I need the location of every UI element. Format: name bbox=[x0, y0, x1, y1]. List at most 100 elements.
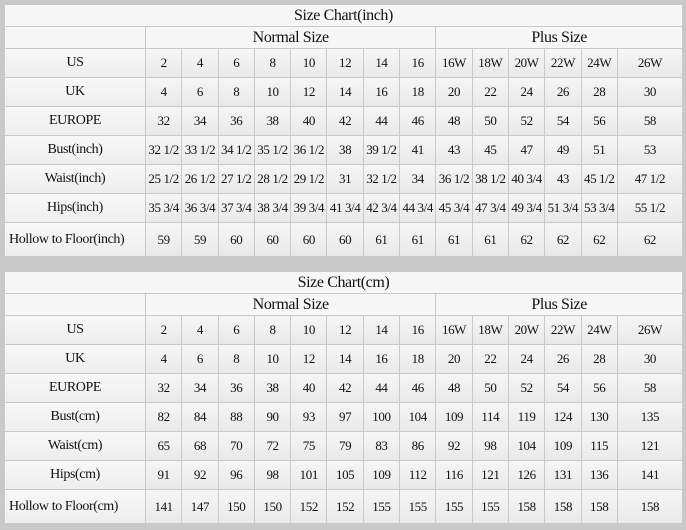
size-value-cell: 48 bbox=[436, 374, 472, 402]
size-value-cell: 38 bbox=[254, 374, 291, 402]
size-value-cell: 141 bbox=[146, 490, 182, 523]
table-row: UK 4 6 8 10 12 14 16 18 20 22 24 26 28 30 bbox=[5, 345, 682, 373]
size-value-cell: 6 bbox=[218, 316, 254, 344]
size-value-cell: 24 bbox=[508, 78, 545, 106]
size-value-cell: 2 bbox=[146, 316, 182, 344]
size-value-cell: 38 3/4 bbox=[254, 194, 291, 222]
row-label: UK bbox=[5, 345, 145, 373]
size-value-cell: 16W bbox=[436, 49, 472, 77]
size-value-cell: 20 bbox=[436, 345, 472, 373]
size-value-cell: 26 bbox=[545, 78, 581, 106]
size-value-cell: 8 bbox=[218, 345, 254, 373]
size-value-cell: 31 bbox=[327, 165, 363, 193]
size-value-cell: 16 bbox=[400, 49, 436, 77]
size-value-cell: 93 bbox=[291, 403, 327, 431]
size-value-cell: 12 bbox=[291, 78, 327, 106]
size-value-cell: 158 bbox=[617, 490, 682, 523]
size-value-cell: 28 bbox=[581, 78, 617, 106]
size-value-cell: 50 bbox=[472, 374, 508, 402]
size-table: Size Chart(inch) Normal Size Plus Size US 2 4… bbox=[4, 4, 683, 257]
size-value-cell: 53 3/4 bbox=[581, 194, 617, 222]
size-value-cell: 51 bbox=[581, 136, 617, 164]
size-value-cell: 36 1/2 bbox=[436, 165, 472, 193]
size-value-cell: 22 bbox=[472, 78, 508, 106]
size-value-cell: 40 bbox=[291, 107, 327, 135]
row-label: Waist(inch) bbox=[5, 165, 145, 193]
blank-header-cell bbox=[5, 27, 145, 48]
size-value-cell: 48 bbox=[436, 107, 472, 135]
table-row: EUROPE 32 34 36 38 40 42 44 46 48 50 52 54 56 58 bbox=[5, 107, 682, 135]
size-value-cell: 84 bbox=[182, 403, 218, 431]
size-value-cell: 18W bbox=[472, 49, 508, 77]
size-value-cell: 79 bbox=[327, 432, 363, 460]
size-value-cell: 58 bbox=[617, 374, 682, 402]
size-value-cell: 101 bbox=[291, 461, 327, 489]
size-value-cell: 45 1/2 bbox=[581, 165, 617, 193]
size-value-cell: 37 3/4 bbox=[218, 194, 254, 222]
chart-title: Size Chart(cm) bbox=[5, 272, 682, 293]
size-value-cell: 62 bbox=[617, 223, 682, 256]
size-value-cell: 6 bbox=[218, 49, 254, 77]
size-value-cell: 72 bbox=[254, 432, 291, 460]
size-value-cell: 26W bbox=[617, 49, 682, 77]
size-value-cell: 62 bbox=[581, 223, 617, 256]
size-value-cell: 10 bbox=[254, 345, 291, 373]
size-value-cell: 25 1/2 bbox=[146, 165, 182, 193]
size-value-cell: 40 bbox=[291, 374, 327, 402]
size-value-cell: 10 bbox=[291, 316, 327, 344]
size-value-cell: 14 bbox=[363, 49, 400, 77]
size-chart-inch: Size Chart(inch) Normal Size Plus Size US 2 4… bbox=[4, 4, 683, 257]
size-value-cell: 10 bbox=[291, 49, 327, 77]
size-value-cell: 44 bbox=[363, 374, 400, 402]
table-row: US 2 4 6 8 10 12 14 16 16W 18W 20W 22W 24W 26W bbox=[5, 316, 682, 344]
size-value-cell: 8 bbox=[254, 49, 291, 77]
size-value-cell: 105 bbox=[327, 461, 363, 489]
size-value-cell: 18W bbox=[472, 316, 508, 344]
row-label: US bbox=[5, 316, 145, 344]
size-chart-cm: Size Chart(cm) Normal Size Plus Size US 2 4 6 8… bbox=[4, 271, 683, 524]
row-label: EUROPE bbox=[5, 374, 145, 402]
size-value-cell: 126 bbox=[508, 461, 545, 489]
table-row: US 2 4 6 8 10 12 14 16 16W 18W 20W 22W 24W 26W bbox=[5, 49, 682, 77]
size-value-cell: 158 bbox=[581, 490, 617, 523]
size-value-cell: 32 1/2 bbox=[363, 165, 400, 193]
size-value-cell: 33 1/2 bbox=[182, 136, 218, 164]
size-value-cell: 60 bbox=[254, 223, 291, 256]
size-value-cell: 62 bbox=[508, 223, 545, 256]
size-value-cell: 52 bbox=[508, 374, 545, 402]
size-value-cell: 119 bbox=[508, 403, 545, 431]
size-value-cell: 18 bbox=[400, 78, 436, 106]
size-value-cell: 47 bbox=[508, 136, 545, 164]
size-value-cell: 130 bbox=[581, 403, 617, 431]
row-label: Waist(cm) bbox=[5, 432, 145, 460]
size-value-cell: 44 bbox=[363, 107, 400, 135]
size-value-cell: 92 bbox=[182, 461, 218, 489]
size-value-cell: 26 1/2 bbox=[182, 165, 218, 193]
size-value-cell: 41 bbox=[400, 136, 436, 164]
size-value-cell: 42 bbox=[327, 374, 363, 402]
size-value-cell: 24W bbox=[581, 316, 617, 344]
size-value-cell: 114 bbox=[472, 403, 508, 431]
size-value-cell: 26 bbox=[545, 345, 581, 373]
table-row: Bust(cm) 82 84 88 90 93 97 100 104 109 114 119 124 13… bbox=[5, 403, 682, 431]
size-value-cell: 60 bbox=[291, 223, 327, 256]
size-value-cell: 86 bbox=[400, 432, 436, 460]
size-value-cell: 12 bbox=[291, 345, 327, 373]
table-row: Hollow to Floor(inch) 59 59 60 60 60 60 61 61 61 6… bbox=[5, 223, 682, 256]
size-value-cell: 124 bbox=[545, 403, 581, 431]
size-value-cell: 26W bbox=[617, 316, 682, 344]
size-value-cell: 20W bbox=[508, 316, 545, 344]
size-value-cell: 4 bbox=[146, 78, 182, 106]
size-value-cell: 82 bbox=[146, 403, 182, 431]
size-value-cell: 8 bbox=[254, 316, 291, 344]
size-value-cell: 91 bbox=[146, 461, 182, 489]
size-value-cell: 36 3/4 bbox=[182, 194, 218, 222]
size-value-cell: 14 bbox=[363, 316, 400, 344]
row-label: Bust(cm) bbox=[5, 403, 145, 431]
size-value-cell: 65 bbox=[146, 432, 182, 460]
size-value-cell: 112 bbox=[400, 461, 436, 489]
size-value-cell: 36 bbox=[218, 374, 254, 402]
size-value-cell: 12 bbox=[327, 316, 363, 344]
size-value-cell: 22W bbox=[545, 316, 581, 344]
size-value-cell: 97 bbox=[327, 403, 363, 431]
